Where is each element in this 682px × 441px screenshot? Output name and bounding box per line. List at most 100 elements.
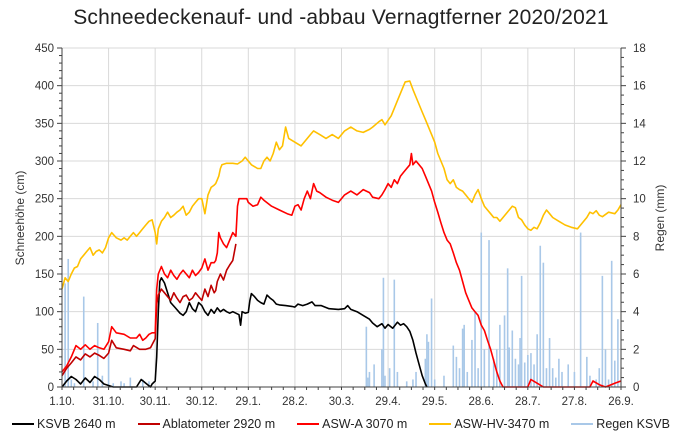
y2-axis-title: Regen (mm) <box>653 185 667 252</box>
rain-bar <box>70 379 73 387</box>
series-line-1 <box>61 243 237 377</box>
y2-tick-label: 14 <box>633 118 646 130</box>
rain-bar <box>396 371 399 387</box>
rain-bar <box>101 375 104 387</box>
rain-bar <box>466 371 469 387</box>
x-tick-label: 29.5. <box>422 396 448 408</box>
y2-tick-label: 6 <box>633 269 639 281</box>
rain-bar <box>415 371 417 387</box>
rain-bar <box>579 232 582 387</box>
rain-bar <box>393 279 396 387</box>
rain-bar <box>483 349 486 387</box>
legend-item: KSVB 2640 m <box>12 417 116 431</box>
y-tick-label: 200 <box>35 231 54 243</box>
rain-bar <box>384 375 386 387</box>
rain-bar <box>617 319 619 387</box>
x-tick-label: 28.7. <box>515 396 541 408</box>
y2-tick-label: 18 <box>633 43 646 55</box>
x-tick-label: 31.10. <box>93 396 125 408</box>
x-tick-label: 29.1. <box>236 396 262 408</box>
rain-bar <box>506 268 509 387</box>
rain-bar <box>141 379 144 387</box>
y-tick-label: 100 <box>35 307 54 319</box>
rain-bar <box>412 379 414 387</box>
rain-bar <box>542 262 545 387</box>
rain-bar <box>405 381 408 387</box>
rain-bar <box>120 381 122 387</box>
rain-bar <box>530 353 532 387</box>
rain-bar <box>514 358 517 387</box>
rain-bar <box>388 368 391 387</box>
rain-bar <box>424 358 427 387</box>
rain-bar <box>558 358 560 387</box>
rain-bar <box>92 381 94 387</box>
x-tick-label: 26.9. <box>608 396 634 408</box>
rain-bar <box>82 296 85 387</box>
rain-bar <box>368 371 371 387</box>
legend-swatch-icon <box>429 423 452 425</box>
y-axis-title: Schneehöhe (cm) <box>13 171 27 266</box>
rain-bar <box>367 377 369 387</box>
series-line-2 <box>61 152 622 388</box>
rain-bar <box>64 283 66 387</box>
rain-bar <box>519 338 521 387</box>
rain-bar <box>523 362 526 387</box>
rain-bar <box>573 371 576 387</box>
rain-bar <box>589 375 591 387</box>
rain-bar <box>73 383 76 387</box>
y2-tick-label: 10 <box>633 194 646 206</box>
rain-bar <box>604 349 607 387</box>
rain-bar <box>148 381 150 387</box>
rain-bar <box>586 356 588 387</box>
rain-bar <box>533 364 535 387</box>
x-tick-label: 29.4. <box>375 396 401 408</box>
rain-bar <box>601 275 604 387</box>
rain-bar <box>461 328 464 387</box>
rain-bar <box>458 368 461 387</box>
y2-tick-label: 0 <box>633 382 639 394</box>
legend-item: Ablatometer 2920 m <box>137 417 276 431</box>
rain-bar <box>536 334 538 387</box>
series-line-3 <box>61 80 622 290</box>
legend-swatch-icon <box>137 423 160 425</box>
y-tick-label: 300 <box>35 156 54 168</box>
rain-bar <box>480 232 483 387</box>
rain-bar <box>123 383 125 387</box>
rain-bar <box>545 368 548 387</box>
legend-swatch-icon <box>297 423 320 425</box>
rain-bar <box>455 356 458 387</box>
legend-label: Regen KSVB <box>596 417 670 431</box>
axes: 0 50 100 150 200 250 300 350 400 450 0 2 4 6 8 10 12 14 16… <box>35 43 647 408</box>
rain-bar <box>495 349 498 387</box>
rain-bar <box>548 338 551 387</box>
rain-bar <box>112 383 115 387</box>
legend-item: ASW-HV-3470 m <box>429 417 549 431</box>
x-tick-label: 27.8. <box>562 396 588 408</box>
rain-bar <box>107 353 110 387</box>
y2-tick-label: 12 <box>633 156 646 168</box>
rain-bar <box>381 349 383 387</box>
legend-label: Ablatometer 2920 m <box>162 417 276 431</box>
rain-bar <box>488 240 490 387</box>
x-tick-label: 1.10. <box>49 396 75 408</box>
rain-bar <box>503 315 506 387</box>
x-tick-label: 30.3. <box>329 396 355 408</box>
rain-bar <box>443 375 445 387</box>
rain-bar <box>520 275 523 387</box>
rain-bar <box>433 379 436 387</box>
legend-swatch-icon <box>12 423 35 425</box>
rain-bar <box>426 334 428 387</box>
snow-depth-lines <box>61 80 622 388</box>
y2-tick-label: 4 <box>633 307 640 319</box>
rain-bar <box>554 377 557 387</box>
y-tick-label: 150 <box>35 269 54 281</box>
rain-bar <box>517 364 520 387</box>
rain-bar <box>67 258 70 387</box>
x-tick-label: 28.6. <box>468 396 494 408</box>
y-tick-label: 250 <box>35 194 54 206</box>
rain-bar <box>539 245 542 387</box>
y-tick-label: 350 <box>35 118 54 130</box>
rain-bar <box>474 311 476 387</box>
rain-bar <box>471 339 473 387</box>
y2-tick-label: 2 <box>633 344 639 356</box>
